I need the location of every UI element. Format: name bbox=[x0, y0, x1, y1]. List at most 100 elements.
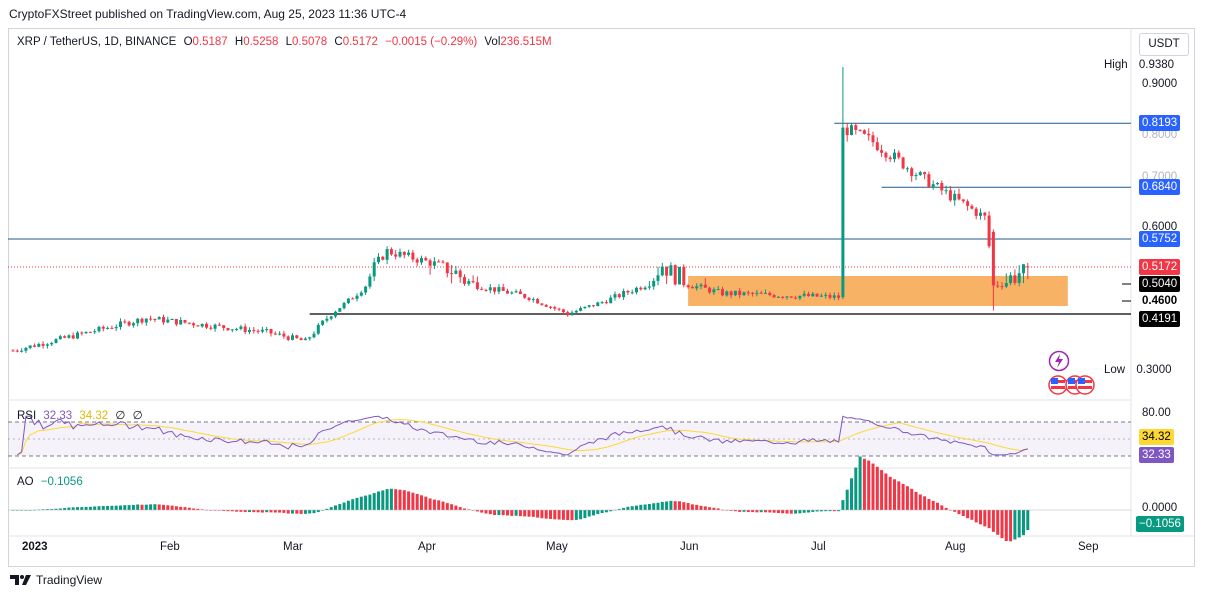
ao-bar bbox=[411, 492, 415, 510]
rsi-param-2: ∅ bbox=[132, 410, 143, 422]
rsi-label: 32.33 bbox=[1139, 447, 1174, 463]
ao-bar bbox=[751, 510, 755, 513]
ao-bar bbox=[355, 497, 359, 510]
ao-bar bbox=[114, 505, 118, 510]
ao-bar bbox=[630, 506, 634, 510]
ao-bar bbox=[905, 486, 909, 510]
candle-body bbox=[174, 319, 178, 325]
ao-bar bbox=[940, 505, 944, 510]
candle-body bbox=[157, 317, 161, 320]
candle-body bbox=[84, 331, 88, 334]
ao-bar bbox=[592, 510, 595, 516]
currency-button[interactable]: USDT bbox=[1139, 33, 1189, 56]
ao-legend[interactable]: AO −0.1056 bbox=[17, 476, 83, 488]
lightning-icon[interactable] bbox=[1048, 350, 1070, 372]
ao-bar bbox=[673, 501, 677, 510]
level-label-8193: 0.8193 bbox=[1139, 115, 1181, 131]
candle-body bbox=[880, 150, 884, 153]
time-label-may: May bbox=[546, 541, 568, 553]
ao-bar bbox=[665, 501, 669, 510]
us-flag-icon-3[interactable] bbox=[1075, 375, 1095, 395]
time-label-jun: Jun bbox=[680, 541, 699, 553]
ao-bar bbox=[561, 510, 565, 520]
tradingview-footer[interactable]: TradingView bbox=[10, 573, 102, 587]
rsi-legend[interactable]: RSI 32.33 34.32 ∅ ∅ bbox=[17, 408, 143, 422]
candle-body bbox=[566, 312, 570, 316]
candle-body bbox=[493, 287, 497, 292]
ao-bar bbox=[278, 510, 282, 513]
ao-bar bbox=[226, 510, 230, 512]
candle-body bbox=[235, 328, 239, 330]
ao-bar bbox=[510, 510, 514, 516]
ao-bar bbox=[441, 501, 445, 510]
ao-bar bbox=[407, 491, 411, 510]
open-value: 0.5187 bbox=[192, 36, 228, 48]
candle-body bbox=[131, 323, 135, 326]
candle-body bbox=[450, 273, 454, 275]
ao-bar bbox=[764, 510, 767, 513]
ao-bar bbox=[570, 510, 574, 521]
time-label-feb: Feb bbox=[160, 541, 180, 553]
candle-body bbox=[686, 285, 690, 288]
candle-body bbox=[127, 321, 131, 326]
ao-bar bbox=[316, 510, 320, 512]
candle-body bbox=[11, 350, 15, 352]
time-label-aug: Aug bbox=[945, 541, 966, 553]
ao-bar bbox=[983, 510, 987, 527]
ao-bar bbox=[961, 510, 965, 516]
ao-bar bbox=[1000, 510, 1004, 539]
candle-body bbox=[110, 327, 114, 329]
ao-bar bbox=[647, 503, 651, 510]
ao-bar bbox=[299, 510, 303, 514]
ao-bar bbox=[67, 507, 71, 510]
candle-body bbox=[893, 152, 896, 160]
ao-bar bbox=[183, 507, 187, 510]
candle-body bbox=[88, 331, 92, 333]
us-flag-icon[interactable] bbox=[1048, 375, 1068, 395]
level-label-4191: 0.4191 bbox=[1139, 311, 1181, 327]
ao-bar bbox=[639, 504, 643, 510]
candle-body bbox=[811, 293, 815, 297]
candle-body bbox=[93, 331, 97, 333]
candle-body bbox=[269, 329, 273, 334]
candle-body bbox=[33, 345, 36, 347]
candle-body bbox=[123, 321, 127, 323]
candle-body bbox=[961, 199, 965, 202]
ao-bar bbox=[914, 491, 918, 510]
ao-bar bbox=[24, 510, 28, 511]
ao-bar bbox=[394, 489, 398, 510]
ao-bar bbox=[996, 510, 1000, 535]
ao-bar bbox=[652, 503, 656, 510]
events-group[interactable] bbox=[1048, 350, 1098, 403]
ao-bar bbox=[321, 510, 325, 511]
rsi-line bbox=[17, 415, 1028, 456]
ao-bar bbox=[622, 507, 626, 510]
ao-bar bbox=[600, 510, 604, 514]
support-zone bbox=[688, 276, 1068, 306]
ao-bar bbox=[97, 506, 101, 510]
low-label-value: 0.3000 bbox=[1136, 364, 1172, 376]
candle-body bbox=[592, 305, 595, 307]
ao-bar bbox=[742, 510, 746, 512]
ao-bar bbox=[308, 510, 312, 514]
candle-body bbox=[643, 287, 647, 290]
candle-body bbox=[411, 252, 415, 260]
ao-bar bbox=[574, 510, 578, 520]
publisher-line: CryptoFXStreet published on TradingView.… bbox=[9, 7, 407, 21]
symbol-legend[interactable]: XRP / TetherUS, 1D, BINANCE O0.5187 H0.5… bbox=[17, 36, 552, 48]
ao-bar bbox=[157, 504, 161, 510]
candle-body bbox=[897, 152, 901, 158]
candle-body bbox=[931, 184, 935, 188]
candle-body bbox=[553, 307, 557, 309]
ao-bar bbox=[772, 510, 776, 513]
ao-bar bbox=[678, 501, 681, 510]
ao-bar bbox=[372, 493, 376, 510]
candle-body bbox=[600, 302, 604, 304]
candle-body bbox=[37, 343, 41, 347]
ao-bar bbox=[402, 490, 406, 510]
close-key: C bbox=[334, 36, 343, 48]
candle-body bbox=[695, 286, 699, 289]
ao-bar bbox=[488, 510, 492, 515]
candle-body bbox=[815, 293, 819, 297]
